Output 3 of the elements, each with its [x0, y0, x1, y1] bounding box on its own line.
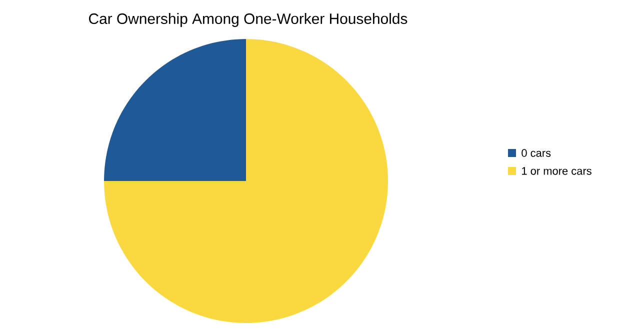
- legend-label: 0 cars: [522, 149, 551, 157]
- chart-title: Car Ownership Among One-Worker Households: [89, 13, 408, 27]
- legend-label: 1 or more cars: [522, 167, 592, 175]
